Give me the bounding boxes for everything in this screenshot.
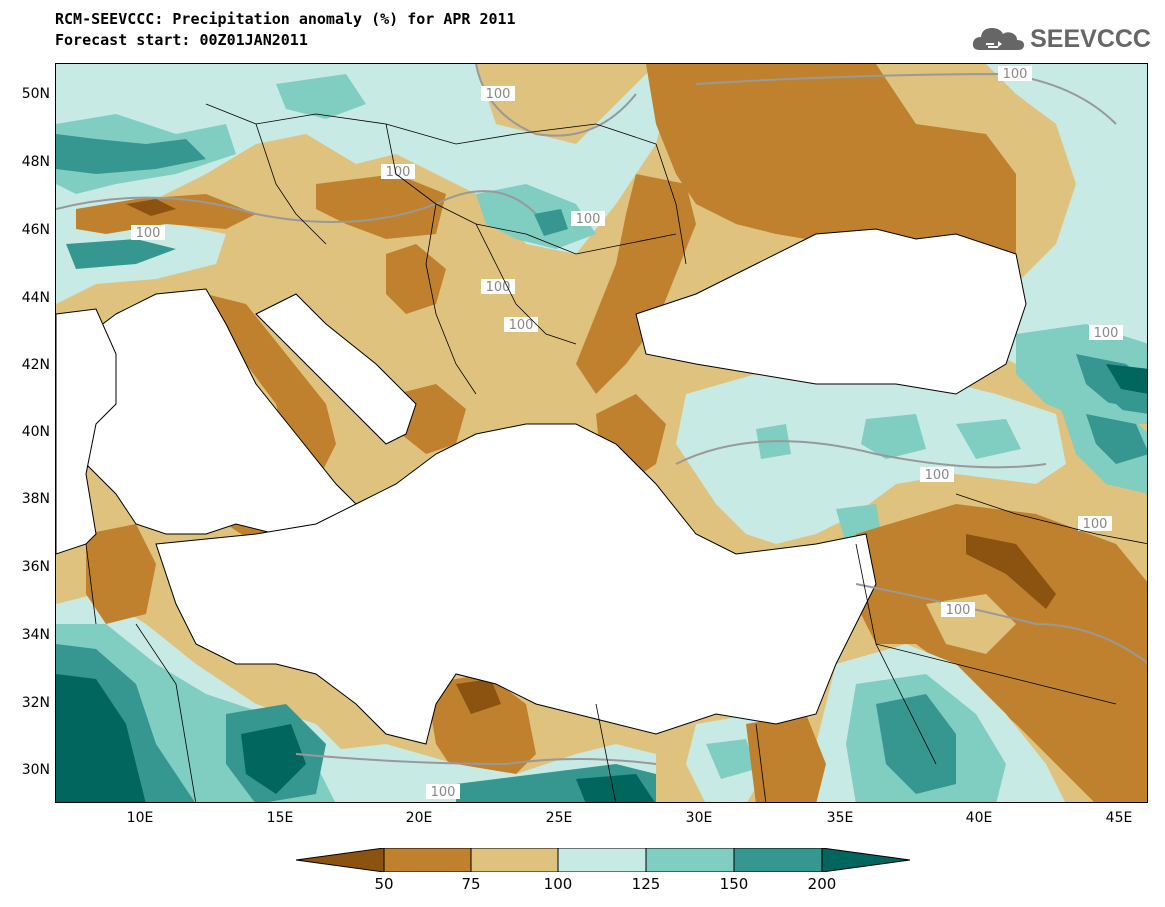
mediterranean-sea xyxy=(155,423,877,745)
contour-label: 100 xyxy=(131,225,165,241)
svg-text:100: 100 xyxy=(509,318,534,333)
lon-label: 20E xyxy=(405,810,433,826)
colorbar-bin xyxy=(645,847,735,873)
lat-label: 50N xyxy=(21,86,50,102)
mediterranean-sea xyxy=(255,293,417,445)
field-region xyxy=(241,724,306,794)
contour-label: 100 xyxy=(1089,325,1123,341)
lon-label: 30E xyxy=(685,810,713,826)
colorbar-bin xyxy=(557,847,647,873)
colorbar xyxy=(295,847,911,873)
field-region xyxy=(56,134,206,174)
field-region xyxy=(706,739,756,779)
contour-label: 100 xyxy=(504,317,538,333)
field-region xyxy=(956,419,1021,459)
colorbar-bin xyxy=(470,847,559,873)
field-region xyxy=(746,714,826,802)
contour-label: 100 xyxy=(998,66,1032,82)
mediterranean-sea xyxy=(56,308,117,555)
field-region xyxy=(861,414,926,459)
field-region xyxy=(276,74,366,119)
black-sea xyxy=(635,228,1027,395)
field-region xyxy=(576,774,655,802)
contour-label: 100 xyxy=(941,602,975,618)
field-region xyxy=(456,679,501,714)
svg-text:100: 100 xyxy=(431,785,456,800)
lon-label: 45E xyxy=(1105,810,1133,826)
svg-text:100: 100 xyxy=(386,165,411,180)
contour-label: 100 xyxy=(481,86,515,102)
colorbar-bin xyxy=(383,847,472,873)
map-title: RCM-SEEVCCC: Precipitation anomaly (%) f… xyxy=(55,10,516,28)
lon-label: 25E xyxy=(545,810,573,826)
colorbar-label: 150 xyxy=(719,875,749,893)
field-region xyxy=(676,364,1066,544)
logo-text: SEEVCCC xyxy=(1030,24,1151,53)
contour-label: 100 xyxy=(571,211,605,227)
field-region xyxy=(576,174,696,394)
forecast-start: Forecast start: 00Z01JAN2011 xyxy=(55,31,308,49)
svg-text:100: 100 xyxy=(1094,326,1119,341)
svg-text:100: 100 xyxy=(576,212,601,227)
contour-label: 100 xyxy=(1078,516,1112,532)
map-panel: 100 100 100 100 100 100 100 100 100 100 … xyxy=(55,63,1148,803)
lon-label: 35E xyxy=(826,810,854,826)
lon-label: 15E xyxy=(266,810,294,826)
country-borders xyxy=(85,103,1147,802)
field-region xyxy=(86,524,156,624)
svg-text:100: 100 xyxy=(946,603,971,618)
lat-label: 38N xyxy=(21,491,50,507)
seevccc-logo: SEEVCCC xyxy=(972,22,1151,56)
svg-text:100: 100 xyxy=(925,468,950,483)
field-region xyxy=(966,534,1056,609)
field-region xyxy=(534,209,568,236)
contour-lines xyxy=(56,64,1147,766)
svg-text:100: 100 xyxy=(1083,517,1108,532)
lat-label: 46N xyxy=(21,222,50,238)
colorbar-label: 200 xyxy=(807,875,837,893)
lat-label: 48N xyxy=(21,154,50,170)
svg-text:100: 100 xyxy=(486,280,511,295)
colorbar-bin xyxy=(295,847,385,873)
lat-label: 44N xyxy=(21,290,50,306)
lat-label: 34N xyxy=(21,627,50,643)
svg-text:100: 100 xyxy=(486,87,511,102)
lon-label: 10E xyxy=(126,810,154,826)
cloud-icon xyxy=(973,28,1025,50)
colorbar-bin xyxy=(733,847,823,873)
field-region xyxy=(1086,414,1147,464)
lon-label: 40E xyxy=(965,810,993,826)
colorbar-label: 75 xyxy=(461,875,481,893)
field-region xyxy=(316,174,446,239)
contour-label: 100 xyxy=(481,279,515,295)
lat-label: 36N xyxy=(21,559,50,575)
lat-label: 30N xyxy=(21,762,50,778)
colorbar-label: 100 xyxy=(543,875,573,893)
field-region xyxy=(426,674,536,784)
lat-label: 40N xyxy=(21,424,50,440)
contour-label: 100 xyxy=(426,784,460,800)
field-region xyxy=(386,244,446,314)
colorbar-label: 50 xyxy=(374,875,394,893)
colorbar-label: 125 xyxy=(631,875,661,893)
contour-label: 100 xyxy=(920,467,954,483)
contour-label: 100 xyxy=(381,164,415,180)
lat-label: 42N xyxy=(21,357,50,373)
svg-text:100: 100 xyxy=(1003,67,1028,82)
lat-label: 32N xyxy=(21,695,50,711)
field-region xyxy=(56,674,146,802)
field-region xyxy=(876,694,956,794)
field-region xyxy=(126,199,176,216)
svg-text:100: 100 xyxy=(136,226,161,241)
anomaly-map: 100 100 100 100 100 100 100 100 100 100 … xyxy=(56,64,1147,802)
colorbar-bin xyxy=(821,847,911,873)
field-region xyxy=(66,239,176,269)
field-region xyxy=(856,504,1147,802)
field-region xyxy=(1106,364,1147,394)
